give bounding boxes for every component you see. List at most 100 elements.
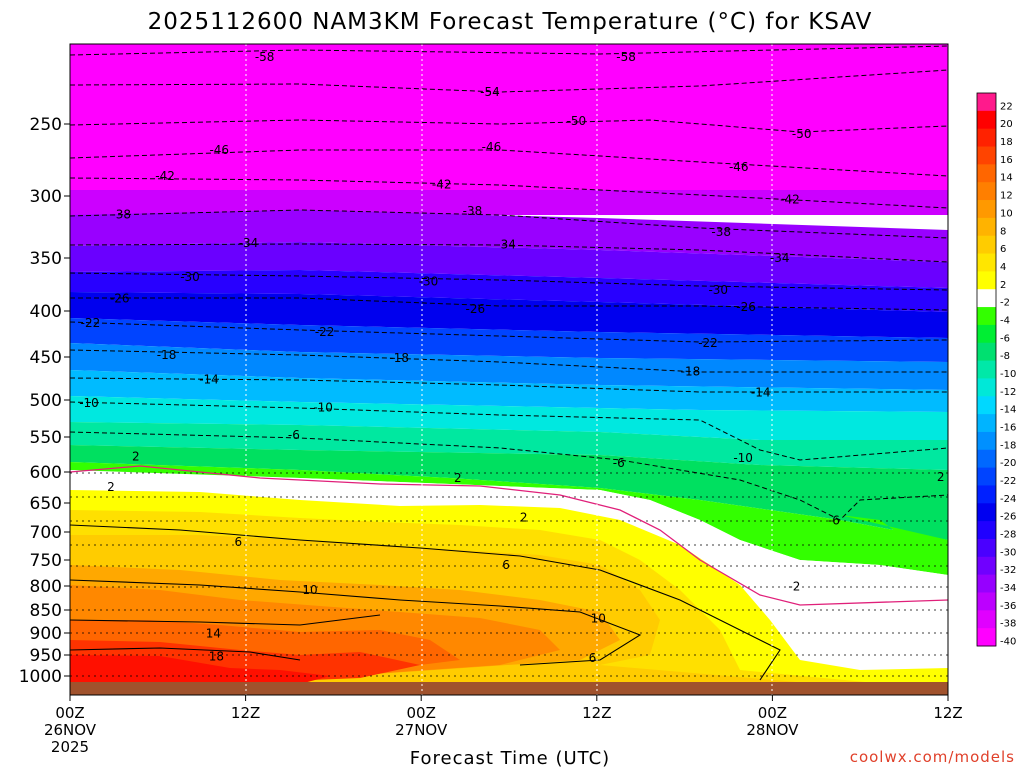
contour-label: -6 <box>613 456 625 470</box>
isotherm-pos10 <box>70 579 642 666</box>
colorbar-label: -10 <box>1000 369 1016 380</box>
contour-label: -26 <box>110 291 130 305</box>
contour-label: -18 <box>157 348 177 362</box>
band-violet <box>70 190 948 215</box>
y-tick-label: 600 <box>30 463 62 483</box>
y-tick-label: 350 <box>30 249 62 269</box>
contour-label: 2 <box>107 480 115 494</box>
isotherm-neg26 <box>70 297 948 311</box>
y-tick-label: 300 <box>30 187 62 207</box>
contour-label: -54 <box>480 85 500 99</box>
freezing-line <box>70 465 948 606</box>
colorbar-swatch <box>977 538 996 558</box>
colorbar-swatch <box>977 610 996 629</box>
isotherm-pos14 <box>70 614 381 626</box>
contour-label: -10 <box>733 451 753 465</box>
contour-label: -10 <box>313 400 333 414</box>
colorbar-label: 6 <box>1000 244 1006 255</box>
colorbar-swatch <box>977 164 996 183</box>
contour-label: -14 <box>751 385 771 399</box>
band-cyan <box>70 396 948 440</box>
isotherm-neg14 <box>70 377 948 393</box>
contour-label: 2 <box>520 511 528 525</box>
colorbar-swatch <box>977 289 996 308</box>
ground-strip <box>70 682 948 695</box>
colorbar-swatch <box>977 324 996 344</box>
contour-label: -38 <box>463 204 483 218</box>
contour-label: -34 <box>239 236 259 250</box>
colorbar-swatch <box>977 396 996 415</box>
colorbar-label: -36 <box>1000 601 1016 612</box>
colorbar-swatch <box>977 431 996 451</box>
contour-label: -6 <box>288 428 300 442</box>
band-green-lower <box>840 515 948 570</box>
band-purple <box>70 210 948 262</box>
isotherm-neg18 <box>70 349 948 373</box>
x-tick-label: 28NOV <box>746 721 799 739</box>
colorbar-swatch <box>977 467 996 486</box>
colorbar-swatch <box>977 200 996 219</box>
y-tick-label: 400 <box>30 302 62 322</box>
contour-label: -22 <box>315 325 335 339</box>
contour-label: -14 <box>199 372 219 386</box>
colorbar-label: -16 <box>1000 422 1016 433</box>
y-tick-label: 650 <box>30 494 62 514</box>
y-tick-label: 500 <box>30 391 62 411</box>
isotherm-neg50 <box>70 119 948 133</box>
y-tick-label: 900 <box>30 624 62 644</box>
colorbar-swatch <box>977 378 996 397</box>
contour-label: 6 <box>589 651 597 665</box>
colorbar-swatch <box>977 574 996 593</box>
contour-label: -42 <box>155 169 175 183</box>
x-axis-label: Forecast Time (UTC) <box>410 748 610 768</box>
colorbar-swatch <box>977 521 996 540</box>
isotherm-neg58 <box>70 45 948 56</box>
contour-label: -38 <box>111 208 131 222</box>
colorbar-swatch <box>977 449 996 469</box>
x-tick-label: 00Z <box>55 704 84 722</box>
contour-label: -46 <box>482 140 502 154</box>
contour-label: -26 <box>466 302 486 316</box>
contour-label: 10 <box>302 583 317 597</box>
x-tick-label: 12Z <box>933 704 962 722</box>
colorbar-swatch <box>977 485 996 504</box>
colorbar-swatch <box>977 253 996 272</box>
isotherm-neg46 <box>70 149 948 177</box>
colorbar-swatch <box>977 110 996 130</box>
isotherm-neg54 <box>70 69 948 93</box>
colorbar-label: -26 <box>1000 512 1016 523</box>
y-tick-label: 550 <box>30 428 62 448</box>
y-tick-label: 450 <box>30 348 62 368</box>
plot-border <box>69 43 949 696</box>
colorbar-swatch <box>977 146 996 165</box>
colorbar-label: -38 <box>1000 619 1016 630</box>
contour-label: -46 <box>209 143 229 157</box>
band-bright-green <box>70 462 948 575</box>
colorbar-label: -22 <box>1000 476 1016 487</box>
contour-label: -6 <box>828 513 840 527</box>
contour-label: 6 <box>234 535 242 549</box>
colorbar-label: -4 <box>1000 315 1010 326</box>
band-green <box>70 445 948 540</box>
contour-label: -18 <box>389 351 409 365</box>
colorbar-swatch <box>977 307 996 326</box>
isotherm-neg22 <box>70 321 948 343</box>
isotherm-pos6 <box>70 524 781 681</box>
colorbar-swatch <box>977 342 996 362</box>
colorbar-label: -28 <box>1000 530 1016 541</box>
contour-label: -46 <box>729 160 749 174</box>
colorbar-label: 10 <box>1000 208 1013 219</box>
isotherm-pos18 <box>70 647 301 661</box>
isotherm-neg30 <box>70 272 948 291</box>
colorbar-swatch <box>977 271 996 290</box>
contour-label: -30 <box>419 274 439 288</box>
contour-label: -42 <box>780 193 800 207</box>
x-tick-label: 26NOV <box>44 721 97 739</box>
colorbar-swatch <box>977 592 996 611</box>
contour-label: -58 <box>255 50 275 64</box>
credit-link[interactable]: coolwx.com/models <box>850 748 1015 766</box>
colorbar-label: -12 <box>1000 387 1016 398</box>
colorbar-label: 14 <box>1000 173 1013 184</box>
